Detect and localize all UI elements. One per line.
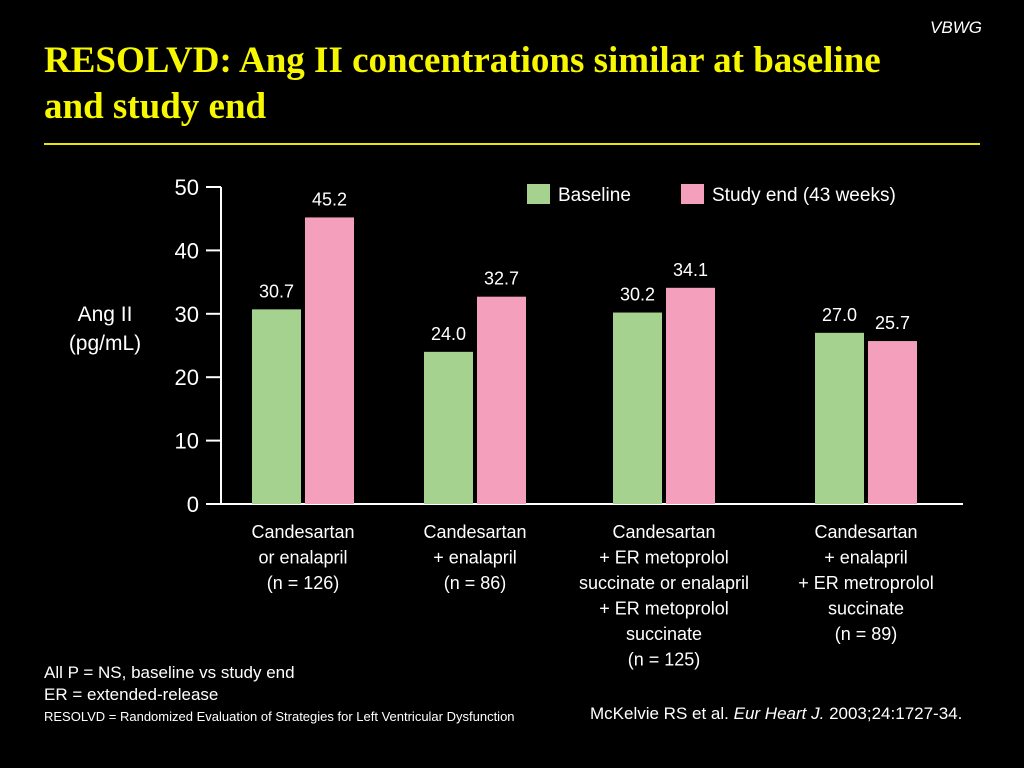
category-label-line: (n = 86) <box>444 573 507 593</box>
bar-value-label: 45.2 <box>312 189 347 209</box>
category-label-line: + ER metroprolol <box>798 573 934 593</box>
bar-study-end <box>666 287 715 504</box>
y-tick-label: 0 <box>187 492 199 517</box>
legend-swatch-baseline <box>527 184 550 204</box>
category-label-line: Candesartan <box>814 522 917 542</box>
bar-baseline <box>424 351 473 504</box>
legend-label: Baseline <box>558 185 631 206</box>
y-tick-label: 30 <box>175 302 199 327</box>
y-tick-label: 20 <box>175 365 199 390</box>
category-label-line: Candesartan <box>423 522 526 542</box>
footnote-abbreviation: ER = extended-release <box>44 685 219 704</box>
category-label: Candesartan + ER metoprolol succinate or e… <box>579 522 749 670</box>
footnote-acronym: RESOLVD = Randomized Evaluation of Strat… <box>44 709 515 724</box>
bar-study-end <box>477 296 526 504</box>
bar-value-label: 25.7 <box>875 313 910 333</box>
category-label-line: + enalapril <box>824 548 908 568</box>
y-axis-label: Ang II (pg/mL) <box>68 303 142 355</box>
legend-label: Study end (43 weeks) <box>712 185 896 206</box>
bar-study-end <box>305 217 354 504</box>
bar-baseline <box>613 312 662 504</box>
footnotes: All P = NS, baseline vs study end ER = e… <box>44 662 515 728</box>
category-label-line: Candesartan <box>251 522 354 542</box>
category-label-line: (n = 125) <box>628 650 701 670</box>
category-label-line: succinate or enalapril <box>579 573 749 593</box>
category-label-line: succinate <box>626 624 702 644</box>
y-tick-label: 10 <box>175 429 199 454</box>
y-tick-label: 40 <box>175 238 199 263</box>
bar-value-label: 24.0 <box>431 324 466 344</box>
bar-value-label: 32.7 <box>484 269 519 289</box>
citation-journal: Eur Heart J. <box>733 704 825 723</box>
bar-value-label: 34.1 <box>673 260 708 280</box>
category-label-line: (n = 126) <box>267 573 340 593</box>
bar-value-label: 27.0 <box>822 305 857 325</box>
bar-value-label: 30.7 <box>259 281 294 301</box>
title-divider <box>44 143 980 145</box>
legend-swatch-study-end <box>681 184 704 204</box>
slide-title: RESOLVD: Ang II concentrations similar a… <box>44 40 881 127</box>
category-label-line: + ER metoprolol <box>599 599 729 619</box>
category-label-line: + ER metoprolol <box>599 548 729 568</box>
bar-baseline <box>252 309 301 504</box>
category-label: Candesartan + enalapril (n = 86) <box>423 522 526 593</box>
y-tick-label: 50 <box>175 175 199 200</box>
bar-value-label: 30.2 <box>620 285 655 305</box>
category-label-line: succinate <box>828 599 904 619</box>
footnote-significance: All P = NS, baseline vs study end <box>44 663 295 682</box>
citation-authors: McKelvie RS et al. <box>590 704 729 723</box>
category-label-line: Candesartan <box>612 522 715 542</box>
category-label: Candesartan + enalapril + ER metroprolol su… <box>798 522 934 644</box>
bar-baseline <box>815 332 864 504</box>
bar-study-end <box>868 341 917 504</box>
category-label-line: or enalapril <box>258 548 347 568</box>
citation-details: 2003;24:1727-34. <box>829 704 963 723</box>
citation: McKelvie RS et al. Eur Heart J. 2003;24:… <box>590 704 962 724</box>
brand-mark: VBWG <box>930 18 982 37</box>
category-label-line: + enalapril <box>433 548 517 568</box>
category-label-line: (n = 89) <box>835 624 898 644</box>
category-label: Candesartan or enalapril (n = 126) <box>251 522 354 593</box>
